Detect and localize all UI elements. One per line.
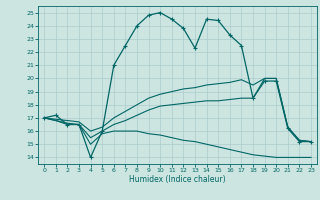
X-axis label: Humidex (Indice chaleur): Humidex (Indice chaleur) — [129, 175, 226, 184]
